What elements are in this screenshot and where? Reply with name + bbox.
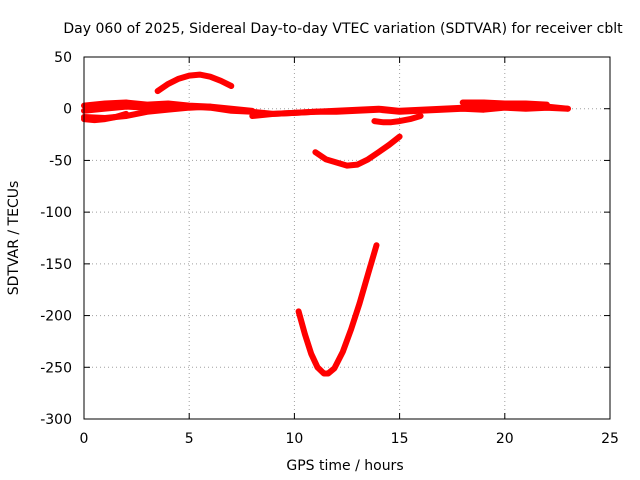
data-series <box>81 71 571 377</box>
y-tick-label: -200 <box>40 309 72 325</box>
x-tick-label: 10 <box>285 431 303 447</box>
series-arc-baseline-d <box>81 110 130 124</box>
series-arc-positive <box>154 71 235 95</box>
series-arc-negative <box>312 133 403 169</box>
x-tick-label: 15 <box>391 431 409 447</box>
x-tick-label: 25 <box>601 431 619 447</box>
y-tick-label: 0 <box>63 102 72 118</box>
x-tick-label: 20 <box>496 431 514 447</box>
y-tick-label: -300 <box>40 412 72 428</box>
y-axis-label: SDTVAR / TECUs <box>6 181 22 296</box>
x-axis-label: GPS time / hours <box>286 458 403 474</box>
x-tick-labels: 0 5 10 15 20 25 <box>80 431 619 447</box>
plot-frame <box>83 56 611 420</box>
series-arc-baseline-f <box>459 99 550 108</box>
x-tick-label: 0 <box>80 431 89 447</box>
x-tick-label: 5 <box>185 431 194 447</box>
series-arc-baseline-b <box>81 99 256 114</box>
chart-title: Day 060 of 2025, Sidereal Day-to-day VTE… <box>63 21 623 37</box>
y-tick-label: -150 <box>40 257 72 273</box>
series-arc-dip <box>371 113 424 126</box>
y-tick-label: -100 <box>40 205 72 221</box>
y-tick-label: 50 <box>54 50 72 66</box>
series-arc-deep <box>295 242 380 377</box>
grid-lines <box>84 57 610 419</box>
y-tick-label: -50 <box>49 153 72 169</box>
y-tick-labels: -300 -250 -200 -150 -100 -50 0 50 <box>40 50 72 428</box>
series-arc-baseline-e <box>249 103 571 119</box>
y-tick-label: -250 <box>40 360 72 376</box>
